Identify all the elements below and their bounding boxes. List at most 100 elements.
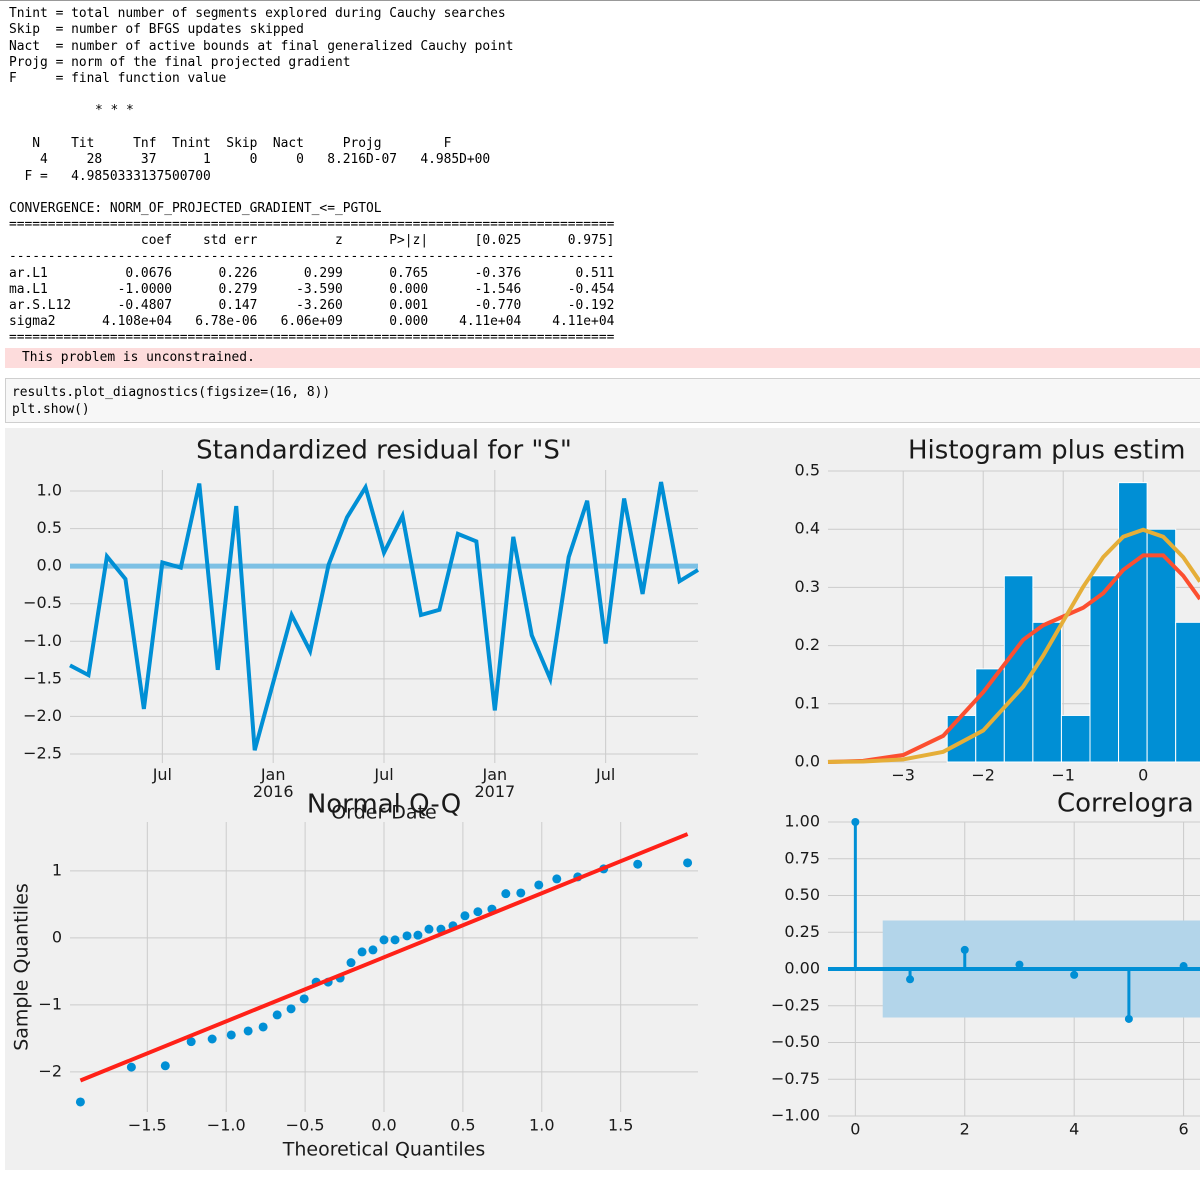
warning-text: This problem is unconstrained.	[22, 350, 255, 365]
acf-marker	[1179, 962, 1188, 971]
y-tick-label: 0.0	[795, 752, 820, 771]
y-tick-label: 0.50	[784, 885, 820, 904]
y-tick-label: 0.75	[784, 848, 820, 867]
x-tick-label: −1	[1051, 766, 1075, 785]
code-line: results.plot_diagnostics(figsize=(16, 8)…	[12, 385, 331, 400]
y-tick-label: 0.5	[795, 461, 820, 480]
qq-point	[390, 935, 400, 945]
residual-line	[69, 481, 700, 751]
table-line: ----------------------------------------…	[9, 249, 615, 265]
chart-title: Correlogra	[1057, 789, 1194, 819]
y-tick-label: 0.1	[795, 693, 820, 712]
x-tick-label: 6	[1178, 1120, 1188, 1139]
qq-point	[75, 1097, 85, 1107]
y-tick-label: 0.3	[795, 577, 820, 596]
acf-marker	[851, 818, 860, 826]
x-tick-label: −1.0	[207, 1116, 246, 1135]
table-line: sigma2 4.108e+04 6.78e-06 6.06e+09 0.000…	[9, 314, 615, 330]
qq-point	[424, 924, 434, 934]
y-tick-label: −0.5	[23, 593, 62, 612]
y-tick-label: −1.00	[771, 1106, 820, 1125]
y-tick-label: 0.25	[784, 922, 820, 941]
summary-line: N Tit Tnf Tnint Skip Nact Projg F	[9, 136, 452, 151]
chart-title: Standardized residual for "S"	[196, 436, 572, 466]
qq-point	[272, 1010, 282, 1020]
x-tick-label: Jul	[595, 765, 616, 784]
y-tick-label: −2	[38, 1061, 62, 1080]
qq-point	[534, 880, 544, 890]
x-tick-label: 2	[960, 1120, 970, 1139]
y-tick-label: 0.0	[37, 556, 62, 575]
qq-point	[186, 1037, 196, 1047]
code-cell[interactable]: results.plot_diagnostics(figsize=(16, 8)…	[5, 378, 1200, 423]
y-tick-label: 0.2	[795, 635, 820, 654]
y-tick-label: 1.0	[37, 481, 62, 500]
warning-box: This problem is unconstrained.	[5, 348, 1200, 368]
qq-point	[379, 935, 389, 945]
x-tick-label: 0	[1138, 766, 1148, 785]
qq-point	[286, 1004, 296, 1014]
chart-title: Normal Q-Q	[307, 790, 461, 820]
qq-point	[299, 994, 309, 1004]
qq-point	[243, 1026, 253, 1036]
qq-point	[357, 947, 367, 957]
qq-point	[473, 907, 483, 917]
qq-point	[160, 1061, 170, 1071]
y-tick-label: −0.50	[771, 1032, 820, 1051]
x-tick-label: Jan 2016	[252, 765, 294, 801]
qq-point	[413, 930, 423, 940]
x-tick-label: −0.5	[286, 1116, 325, 1135]
qq-point	[402, 931, 412, 941]
y-tick-label: 1.00	[784, 812, 820, 831]
y-tick-label: −2.0	[23, 706, 62, 725]
y-tick-label: 1	[52, 860, 62, 879]
hist-bar	[1146, 528, 1177, 763]
density-line	[827, 553, 1200, 764]
legend-line: Projg = norm of the final projected grad…	[9, 54, 351, 70]
x-tick-label: 0	[850, 1120, 860, 1139]
acf-marker	[1070, 970, 1079, 979]
y-axis-label: Sample Quantiles	[11, 883, 33, 1051]
qq-point	[368, 945, 378, 955]
qq-fit-line	[79, 832, 689, 1083]
density-line	[827, 527, 1200, 764]
legend-line: Tnint = total number of segments explore…	[9, 6, 506, 21]
x-tick-label: Jan 2017	[474, 765, 516, 801]
x-tick-label: Jul	[152, 765, 172, 784]
y-tick-label: 0	[52, 927, 62, 946]
table-line: ar.L1 0.0676 0.226 0.299 0.765 -0.376 0.…	[9, 265, 615, 281]
results-table: ========================================…	[9, 217, 614, 347]
hist-bar	[1060, 714, 1091, 763]
table-line: ========================================…	[9, 330, 615, 346]
qq-point	[633, 859, 643, 869]
hist-bar	[1032, 621, 1062, 763]
x-tick-label: Jul	[374, 765, 394, 784]
acf-marker	[960, 945, 969, 954]
legend-line: Nact = number of active bounds at final …	[9, 38, 514, 54]
qq-point	[258, 1022, 268, 1032]
acf-marker	[1124, 1014, 1133, 1023]
summary-line: F = 4.9850333137500700	[9, 168, 211, 184]
code-line: plt.show()	[12, 402, 90, 417]
qq-point	[516, 888, 526, 898]
legend-block: Tnint = total number of segments explore…	[9, 6, 513, 87]
hist-bar	[1089, 575, 1120, 763]
acf-marker	[906, 975, 915, 984]
y-tick-label: −1	[38, 994, 62, 1013]
y-tick-label: −1.5	[23, 668, 62, 687]
qq-point	[552, 874, 562, 884]
top-border	[0, 0, 1200, 1]
table-line: ========================================…	[9, 217, 615, 232]
y-tick-label: −1.0	[23, 631, 62, 650]
x-axis-label: Theoretical Quantiles	[282, 1139, 485, 1161]
x-tick-label: 1.5	[608, 1116, 633, 1135]
x-tick-label: 0.5	[450, 1116, 475, 1135]
qq-point	[460, 911, 470, 921]
summary-line: 4 28 37 1 0 0 8.216D-07 4.985D+00	[9, 152, 491, 168]
stars: * * *	[95, 103, 134, 118]
hist-bar	[1175, 621, 1200, 763]
summary-block: N Tit Tnf Tnint Skip Nact Projg F 4 28 3…	[9, 136, 491, 185]
y-tick-label: 0.5	[37, 518, 62, 537]
y-tick-label: 0.4	[795, 519, 820, 538]
